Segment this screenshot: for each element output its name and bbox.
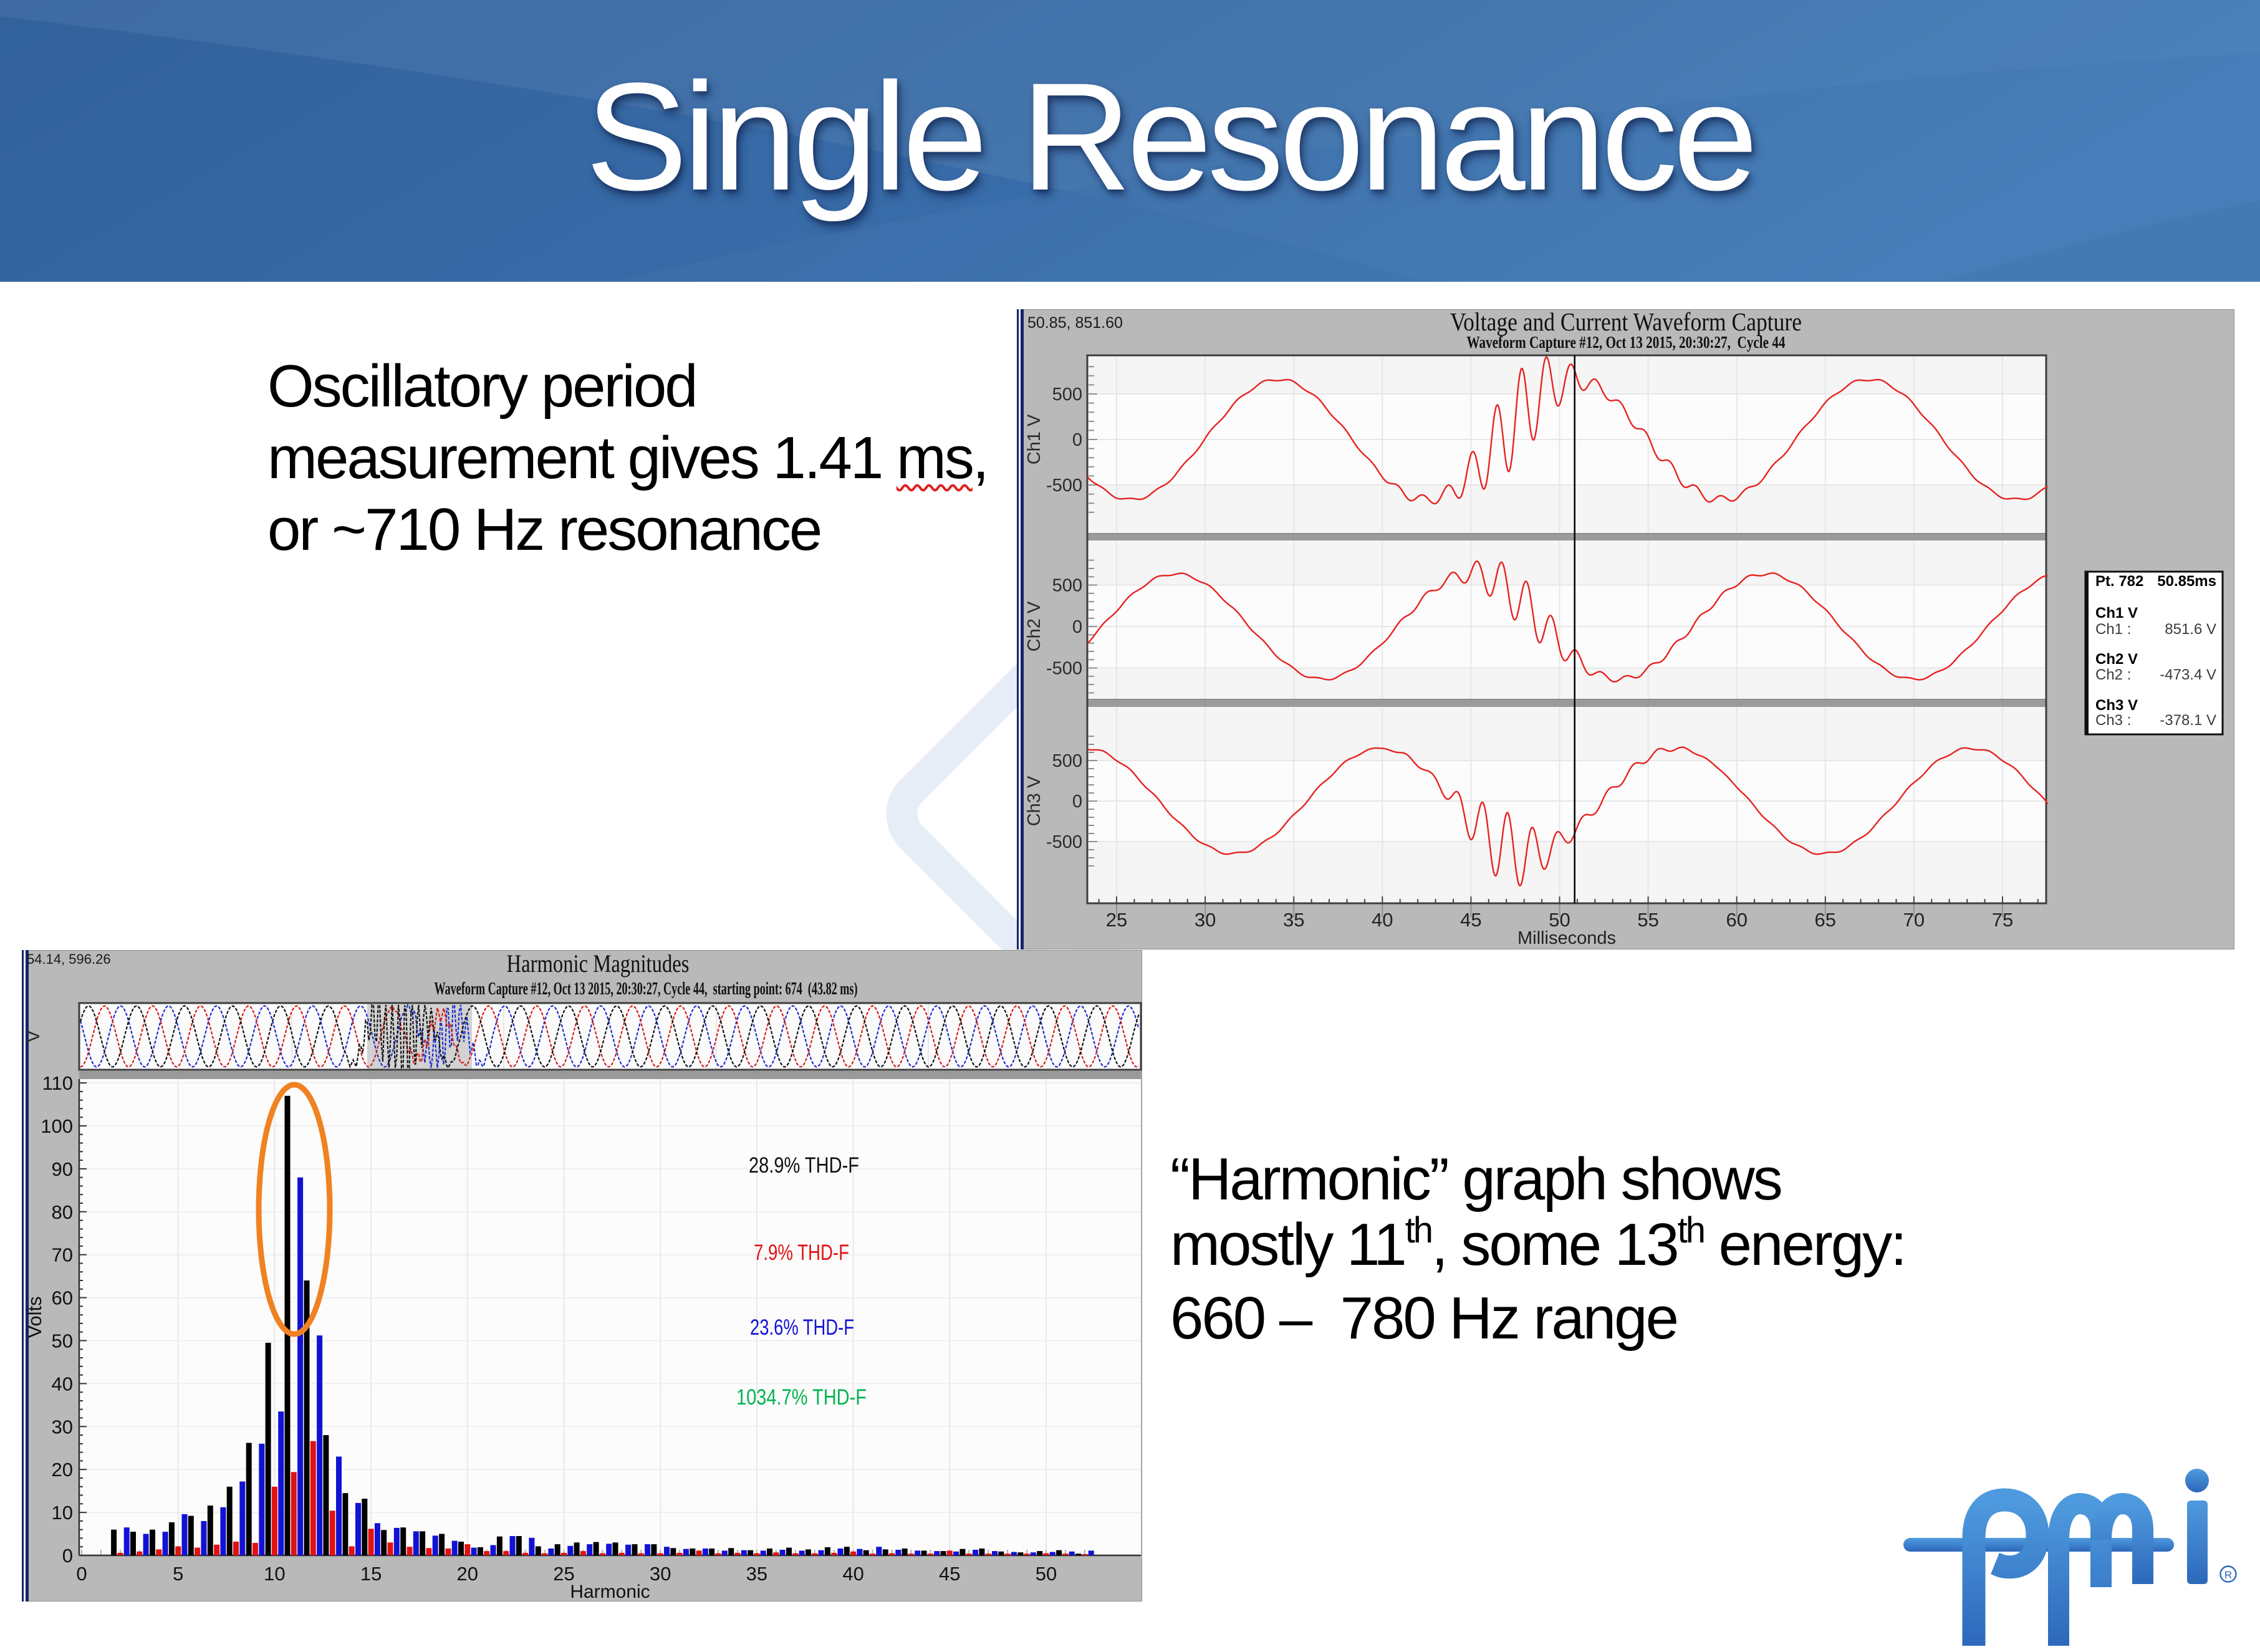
- svg-text:-378.1 V: -378.1 V: [2160, 712, 2216, 729]
- svg-text:50: 50: [1036, 1563, 1057, 1585]
- svg-text:Ch1 V: Ch1 V: [1024, 414, 1044, 464]
- svg-text:-500: -500: [1046, 476, 1082, 496]
- svg-text:28.9% THD-F: 28.9% THD-F: [749, 1153, 859, 1178]
- svg-text:40: 40: [842, 1563, 863, 1585]
- svg-text:Pt. 782: Pt. 782: [2095, 573, 2143, 590]
- svg-text:500: 500: [1052, 385, 1082, 405]
- svg-text:25: 25: [553, 1563, 574, 1585]
- svg-text:0: 0: [1072, 617, 1082, 637]
- svg-text:0: 0: [1072, 792, 1082, 812]
- svg-text:60: 60: [1726, 909, 1747, 931]
- svg-text:110: 110: [42, 1072, 73, 1094]
- svg-text:35: 35: [746, 1563, 767, 1585]
- svg-text:55: 55: [1637, 909, 1658, 931]
- svg-text:-500: -500: [1046, 832, 1082, 852]
- svg-text:Harmonic Magnitudes: Harmonic Magnitudes: [507, 950, 690, 977]
- svg-text:7.9% THD-F: 7.9% THD-F: [754, 1241, 849, 1265]
- svg-text:20: 20: [457, 1563, 478, 1585]
- svg-text:40: 40: [52, 1373, 73, 1395]
- svg-text:Ch2 V: Ch2 V: [2095, 651, 2138, 668]
- svg-text:40: 40: [1372, 909, 1393, 931]
- svg-text:65: 65: [1815, 909, 1836, 931]
- svg-text:50: 50: [52, 1330, 73, 1352]
- svg-text:0: 0: [76, 1563, 87, 1585]
- svg-text:Harmonic: Harmonic: [570, 1582, 650, 1602]
- svg-text:0: 0: [62, 1545, 73, 1567]
- svg-text:Milliseconds: Milliseconds: [1517, 928, 1616, 948]
- svg-text:70: 70: [1903, 909, 1925, 931]
- svg-text:Ch3 V: Ch3 V: [2095, 697, 2138, 714]
- svg-text:50.85, 851.60: 50.85, 851.60: [1027, 314, 1123, 332]
- svg-text:Ch2 :: Ch2 :: [2095, 666, 2131, 683]
- svg-text:-500: -500: [1046, 659, 1082, 679]
- svg-text:Ch1 :: Ch1 :: [2095, 621, 2131, 638]
- svg-text:54.14, 596.26: 54.14, 596.26: [27, 951, 111, 967]
- svg-text:80: 80: [52, 1201, 73, 1223]
- svg-text:75: 75: [1992, 909, 2013, 931]
- svg-text:Voltage and Current Waveform C: Voltage and Current Waveform Capture: [1450, 309, 1802, 336]
- svg-text:Volts: Volts: [24, 1296, 46, 1338]
- svg-text:Ch3 V: Ch3 V: [1024, 776, 1044, 826]
- svg-text:Waveform Capture #12, Oct 13 2: Waveform Capture #12, Oct 13 2015, 20:30…: [435, 979, 858, 999]
- svg-text:500: 500: [1052, 751, 1082, 771]
- svg-text:70: 70: [52, 1244, 73, 1266]
- svg-text:100: 100: [41, 1115, 73, 1137]
- svg-text:45: 45: [939, 1563, 960, 1585]
- svg-text:Ch2 V: Ch2 V: [1024, 601, 1044, 651]
- svg-text:35: 35: [1283, 909, 1304, 931]
- svg-text:Ch3 :: Ch3 :: [2095, 712, 2131, 729]
- svg-text:90: 90: [52, 1158, 73, 1180]
- svg-text:5: 5: [173, 1563, 183, 1585]
- svg-text:25: 25: [1106, 909, 1127, 931]
- svg-text:23.6% THD-F: 23.6% THD-F: [750, 1315, 854, 1340]
- svg-text:15: 15: [360, 1563, 382, 1585]
- svg-text:851.6 V: 851.6 V: [2165, 621, 2216, 638]
- svg-text:Ch1 V: Ch1 V: [2095, 605, 2138, 622]
- svg-text:30: 30: [650, 1563, 671, 1585]
- svg-text:50: 50: [1549, 909, 1570, 931]
- svg-text:-473.4 V: -473.4 V: [2160, 666, 2216, 683]
- svg-text:500: 500: [1052, 576, 1082, 596]
- svg-text:10: 10: [264, 1563, 285, 1585]
- svg-text:Waveform Capture #12, Oct 13 2: Waveform Capture #12, Oct 13 2015, 20:30…: [1467, 333, 1786, 352]
- svg-text:1034.7% THD-F: 1034.7% THD-F: [736, 1385, 867, 1409]
- svg-text:60: 60: [52, 1287, 73, 1309]
- svg-text:R: R: [2224, 1569, 2232, 1581]
- svg-text:0: 0: [1072, 430, 1082, 450]
- svg-text:10: 10: [52, 1502, 73, 1524]
- svg-text:45: 45: [1460, 909, 1481, 931]
- svg-text:50.85ms: 50.85ms: [2157, 573, 2216, 590]
- svg-text:30: 30: [52, 1416, 73, 1438]
- svg-text:20: 20: [52, 1459, 73, 1481]
- svg-text:V: V: [23, 1030, 44, 1042]
- svg-text:30: 30: [1195, 909, 1216, 931]
